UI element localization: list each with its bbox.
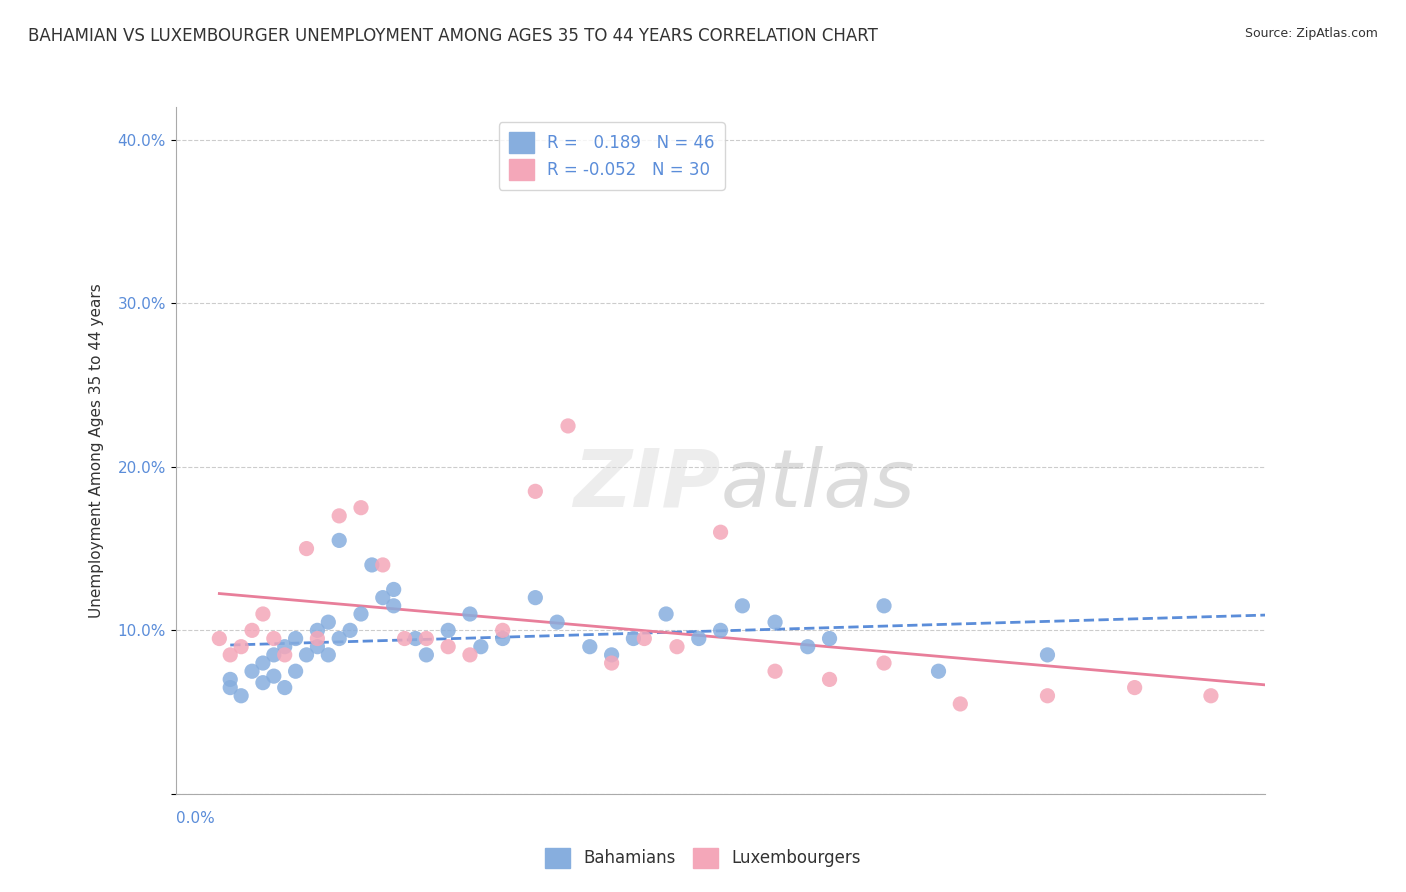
Point (470, 640, 492, 654)
Point (295, 648, 318, 662)
Point (231, 640, 253, 654)
Point (492, 624, 515, 638)
Point (328, 508, 350, 523)
Point (666, 640, 689, 654)
Point (350, 607, 373, 621)
Point (219, 673, 242, 687)
Point (382, 582, 405, 597)
Legend: Bahamians, Luxembourgers: Bahamians, Luxembourgers (538, 841, 868, 875)
Point (633, 632, 655, 646)
Point (458, 607, 481, 621)
Point (655, 607, 678, 621)
Point (328, 533, 350, 548)
Point (797, 640, 820, 654)
Point (231, 689, 253, 703)
Point (621, 632, 644, 646)
Point (263, 632, 285, 646)
Point (928, 664, 950, 679)
Point (219, 648, 242, 662)
Point (710, 624, 733, 638)
Point (382, 599, 405, 613)
Point (524, 484, 547, 499)
Text: ZIP: ZIP (574, 446, 721, 524)
Point (328, 632, 350, 646)
Point (219, 681, 242, 695)
Point (350, 500, 373, 515)
Point (295, 541, 318, 556)
Text: Source: ZipAtlas.com: Source: ZipAtlas.com (1244, 27, 1378, 40)
Point (1123, 681, 1146, 695)
Point (818, 632, 841, 646)
Point (1036, 648, 1059, 662)
Point (284, 632, 307, 646)
Point (405, 632, 427, 646)
Point (437, 624, 460, 638)
Point (1036, 689, 1059, 703)
Point (208, 632, 231, 646)
Legend: R =   0.189   N = 46, R = -0.052   N = 30: R = 0.189 N = 46, R = -0.052 N = 30 (499, 122, 724, 190)
Point (318, 615, 340, 630)
Point (263, 669, 285, 683)
Text: BAHAMIAN VS LUXEMBOURGER UNEMPLOYMENT AMONG AGES 35 TO 44 YEARS CORRELATION CHAR: BAHAMIAN VS LUXEMBOURGER UNEMPLOYMENT AM… (28, 27, 877, 45)
Point (318, 648, 340, 662)
Point (284, 664, 307, 679)
Point (307, 640, 329, 654)
Point (710, 525, 733, 540)
Text: 0.0%: 0.0% (176, 811, 215, 826)
Point (240, 664, 263, 679)
Point (688, 632, 710, 646)
Point (579, 640, 602, 654)
Point (274, 640, 297, 654)
Point (557, 418, 579, 433)
Point (600, 648, 623, 662)
Point (763, 664, 786, 679)
Point (1199, 689, 1222, 703)
Point (818, 673, 841, 687)
Point (394, 632, 416, 646)
Point (307, 624, 329, 638)
Point (371, 558, 394, 572)
Point (360, 558, 382, 572)
Point (873, 656, 896, 670)
Point (339, 624, 361, 638)
Point (307, 632, 329, 646)
Point (731, 599, 754, 613)
Point (524, 591, 547, 605)
Point (492, 632, 515, 646)
Point (437, 640, 460, 654)
Point (600, 656, 623, 670)
Point (873, 599, 896, 613)
Point (252, 607, 274, 621)
Point (274, 648, 297, 662)
Point (546, 615, 568, 630)
Point (763, 615, 786, 630)
Text: atlas: atlas (721, 446, 915, 524)
Point (415, 648, 437, 662)
Point (274, 681, 297, 695)
Point (263, 648, 285, 662)
Point (415, 632, 437, 646)
Point (949, 697, 972, 711)
Point (240, 624, 263, 638)
Point (458, 648, 481, 662)
Point (371, 591, 394, 605)
Y-axis label: Unemployment Among Ages 35 to 44 years: Unemployment Among Ages 35 to 44 years (89, 283, 104, 618)
Point (252, 656, 274, 670)
Point (252, 675, 274, 690)
